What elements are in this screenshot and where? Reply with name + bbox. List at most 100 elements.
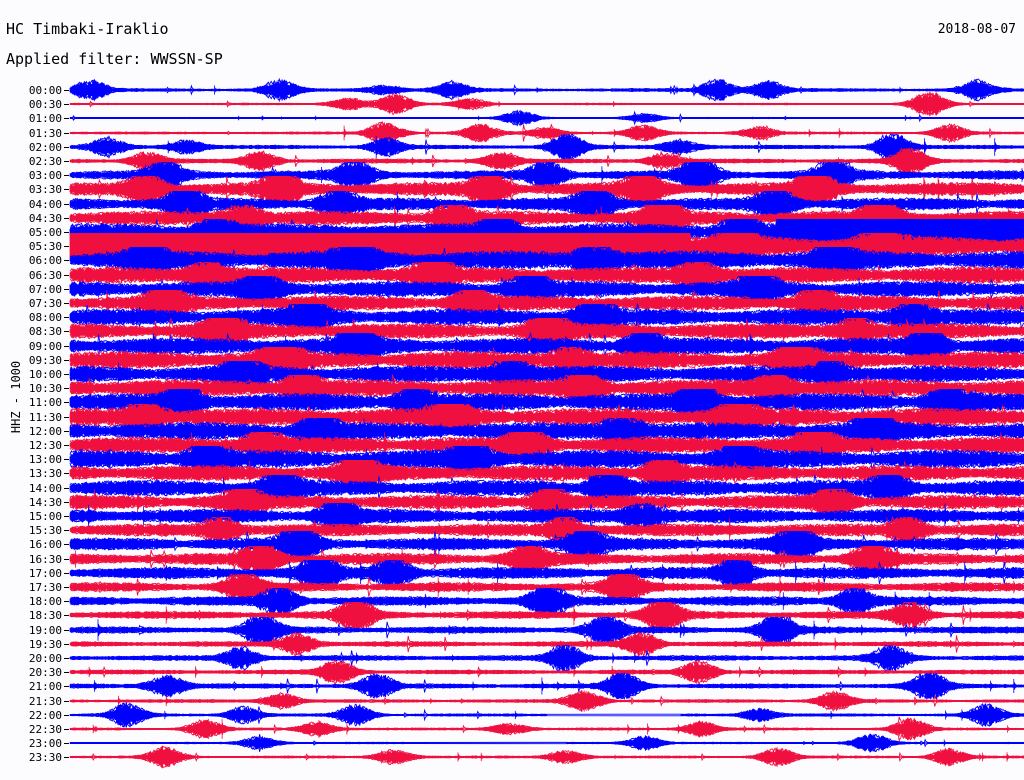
- time-tick-label: 03:00: [29, 170, 62, 181]
- time-tick-label: 12:30: [29, 440, 62, 451]
- time-tick-label: 00:00: [29, 85, 62, 96]
- time-tick-label: 22:30: [29, 724, 62, 735]
- time-tick-mark: [64, 530, 69, 531]
- trace-upper-envelope: [70, 674, 1024, 686]
- time-tick-label: 15:30: [29, 525, 62, 536]
- page-title: HC Timbaki-Iraklio: [6, 20, 169, 38]
- time-tick-mark: [64, 615, 69, 616]
- time-tick-label: 23:30: [29, 752, 62, 763]
- time-tick-label: 11:30: [29, 412, 62, 423]
- time-tick-label: 14:00: [29, 483, 62, 494]
- trace-container: [70, 82, 1024, 780]
- time-tick-mark: [64, 445, 69, 446]
- time-tick-mark: [64, 133, 69, 134]
- time-tick-mark: [64, 417, 69, 418]
- time-tick-label: 19:30: [29, 639, 62, 650]
- time-tick-mark: [64, 218, 69, 219]
- time-tick-label: 16:30: [29, 554, 62, 565]
- time-tick-mark: [64, 488, 69, 489]
- time-tick-label: 08:30: [29, 326, 62, 337]
- time-tick-label: 07:00: [29, 284, 62, 295]
- time-tick-mark: [64, 729, 69, 730]
- seismic-trace-row[interactable]: [70, 742, 1024, 772]
- time-tick-mark: [64, 161, 69, 162]
- time-tick-mark: [64, 573, 69, 574]
- time-tick-mark: [64, 473, 69, 474]
- time-tick-label: 17:30: [29, 582, 62, 593]
- time-tick-label: 10:30: [29, 383, 62, 394]
- time-tick-label: 21:30: [29, 696, 62, 707]
- time-tick-mark: [64, 147, 69, 148]
- trace-upper-envelope: [70, 79, 1024, 90]
- time-tick-mark: [64, 90, 69, 91]
- helicorder-plot: 00:00 00:30 01:00 01:30 02:00 02:30 03:00 03:30…: [0, 82, 1024, 780]
- trace-upper-envelope: [70, 532, 1024, 543]
- time-tick-label: 23:00: [29, 738, 62, 749]
- time-tick-label: 12:00: [29, 426, 62, 437]
- time-tick-mark: [64, 275, 69, 276]
- time-tick-mark: [64, 516, 69, 517]
- time-tick-label: 06:00: [29, 255, 62, 266]
- time-tick-mark: [64, 715, 69, 716]
- time-tick-mark: [64, 701, 69, 702]
- time-tick-mark: [64, 232, 69, 233]
- time-tick-mark: [64, 360, 69, 361]
- time-tick-mark: [64, 118, 69, 119]
- time-tick-label: 13:00: [29, 454, 62, 465]
- time-tick-mark: [64, 559, 69, 560]
- time-tick-label: 18:30: [29, 610, 62, 621]
- time-tick-label: 14:30: [29, 497, 62, 508]
- time-tick-label: 09:30: [29, 355, 62, 366]
- time-tick-label: 17:00: [29, 568, 62, 579]
- time-tick-mark: [64, 346, 69, 347]
- time-tick-mark: [64, 331, 69, 332]
- time-tick-mark: [64, 672, 69, 673]
- time-tick-mark: [64, 644, 69, 645]
- trace-upper-envelope: [70, 632, 1024, 643]
- time-tick-label: 00:30: [29, 99, 62, 110]
- time-tick-label: 10:00: [29, 369, 62, 380]
- time-tick-label: 15:00: [29, 511, 62, 522]
- time-tick-mark: [64, 260, 69, 261]
- trace-upper-envelope: [70, 660, 1024, 671]
- trace-waveform: [70, 742, 1024, 772]
- time-tick-mark: [64, 431, 69, 432]
- time-tick-mark: [64, 402, 69, 403]
- time-tick-label: 05:30: [29, 241, 62, 252]
- time-tick-label: 02:00: [29, 142, 62, 153]
- header: HC Timbaki-Iraklio 2018-08-07 Applied fi…: [0, 0, 1024, 82]
- time-tick-label: 22:00: [29, 710, 62, 721]
- time-tick-label: 02:30: [29, 156, 62, 167]
- time-tick-label: 04:00: [29, 199, 62, 210]
- time-tick-mark: [64, 502, 69, 503]
- time-tick-label: 21:00: [29, 681, 62, 692]
- trace-upper-envelope: [70, 149, 1024, 161]
- time-tick-label: 20:30: [29, 667, 62, 678]
- time-tick-label: 19:00: [29, 625, 62, 636]
- trace-upper-envelope: [70, 703, 1024, 715]
- time-tick-mark: [64, 303, 69, 304]
- time-tick-label: 16:00: [29, 539, 62, 550]
- time-tick-mark: [64, 104, 69, 105]
- time-tick-label: 09:00: [29, 341, 62, 352]
- record-date: 2018-08-07: [938, 22, 1016, 37]
- time-tick-mark: [64, 289, 69, 290]
- time-tick-label: 05:00: [29, 227, 62, 238]
- time-tick-label: 18:00: [29, 596, 62, 607]
- time-tick-mark: [64, 189, 69, 190]
- time-tick-label: 13:30: [29, 468, 62, 479]
- time-tick-mark: [64, 175, 69, 176]
- time-tick-label: 08:00: [29, 312, 62, 323]
- trace-upper-envelope: [70, 305, 1024, 315]
- time-tick-mark: [64, 388, 69, 389]
- time-tick-label: 03:30: [29, 184, 62, 195]
- time-tick-mark: [64, 317, 69, 318]
- time-tick-mark: [64, 544, 69, 545]
- time-tick-mark: [64, 658, 69, 659]
- trace-upper-envelope: [70, 92, 1024, 104]
- time-tick-mark: [64, 630, 69, 631]
- time-tick-label: 11:00: [29, 397, 62, 408]
- time-tick-mark: [64, 686, 69, 687]
- time-tick-label: 01:00: [29, 113, 62, 124]
- trace-upper-envelope: [70, 617, 1024, 629]
